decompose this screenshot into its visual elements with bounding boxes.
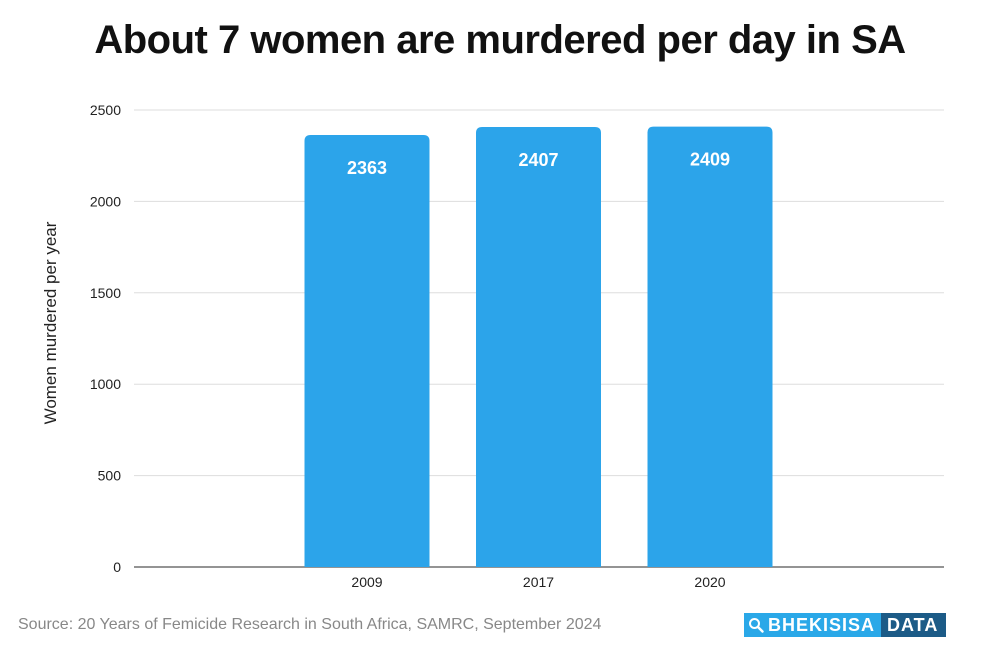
x-axis-ticks: 2009 2017 2020 xyxy=(351,574,725,590)
x-tick-label: 2020 xyxy=(694,574,725,590)
y-tick-label: 1500 xyxy=(90,285,121,301)
y-tick-label: 500 xyxy=(98,468,122,484)
logo-right-text: DATA xyxy=(887,614,939,635)
bar-2020 xyxy=(647,126,773,568)
x-tick-label: 2009 xyxy=(351,574,382,590)
bar-2009 xyxy=(304,135,430,568)
data-label: 2363 xyxy=(347,158,387,178)
bars: 2363 2407 2409 xyxy=(304,126,773,568)
chart-title: About 7 women are murdered per day in SA xyxy=(94,18,906,62)
bhekisisa-data-logo: BHEKISISA DATA xyxy=(744,613,947,637)
y-axis-ticks: 0 500 1000 1500 2000 2500 xyxy=(90,102,121,575)
logo-left-text: BHEKISISA xyxy=(768,614,876,635)
x-tick-label: 2017 xyxy=(523,574,554,590)
bar-2017 xyxy=(476,127,601,567)
magnifier-icon xyxy=(749,618,764,633)
y-tick-label: 1000 xyxy=(90,376,121,392)
y-tick-label: 2000 xyxy=(90,193,121,209)
logo-right-block: DATA xyxy=(881,613,947,637)
y-tick-label: 0 xyxy=(113,559,121,575)
source-note: Source: 20 Years of Femicide Research in… xyxy=(18,616,602,633)
data-label: 2407 xyxy=(518,150,558,170)
y-axis-label: Women murdered per year xyxy=(41,221,60,424)
data-label: 2409 xyxy=(690,150,730,170)
logo-left-block: BHEKISISA xyxy=(744,613,882,637)
y-tick-label: 2500 xyxy=(90,102,121,118)
